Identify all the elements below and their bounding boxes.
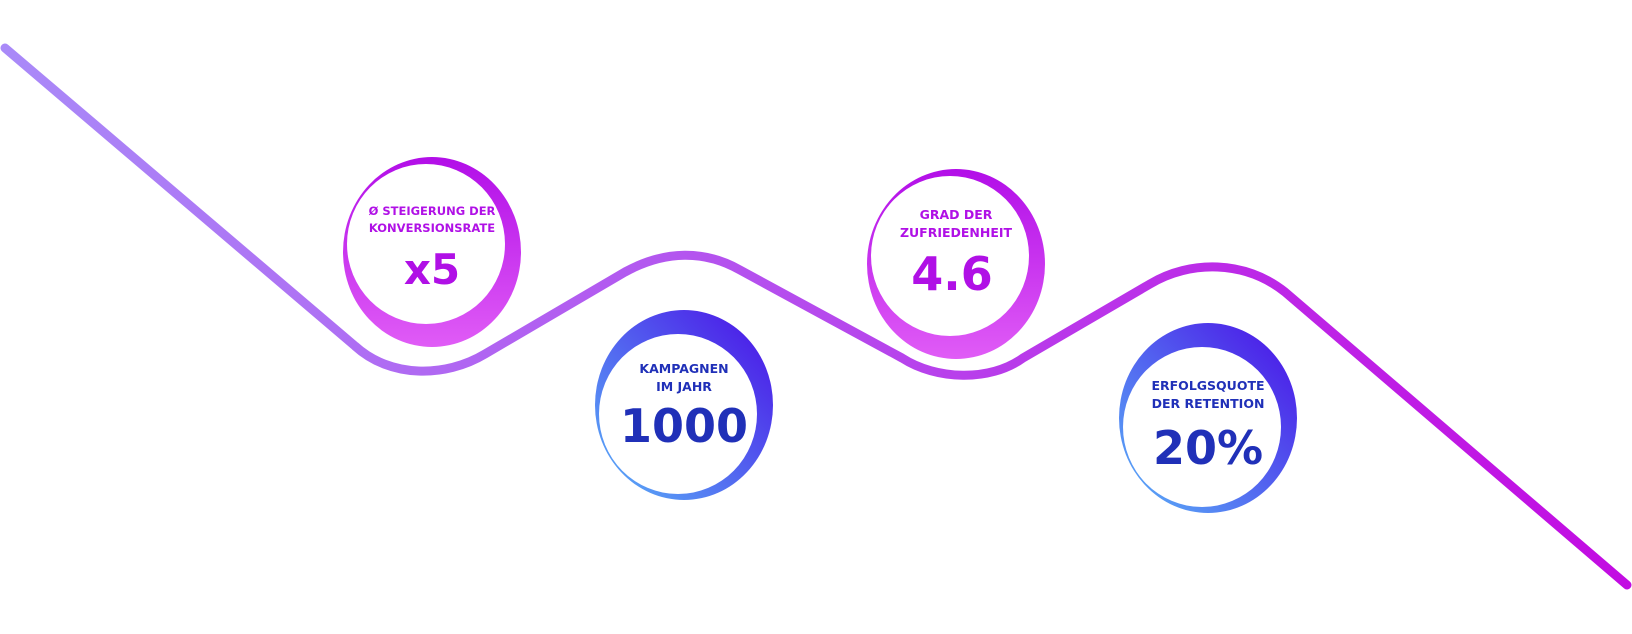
stat-label-line1: ERFOLGSQUOTE	[1151, 378, 1264, 393]
stat-label-line1: Ø STEIGERUNG DER	[369, 204, 496, 218]
stat-label-line1: KAMPAGNEN	[639, 361, 728, 376]
stat-ring-inner	[871, 176, 1029, 336]
stat-value: 20%	[1153, 421, 1263, 475]
stat-label-line2: KONVERSIONSRATE	[369, 221, 495, 235]
stat-value: x5	[404, 245, 460, 294]
stat-label-line2: IM JAHR	[656, 379, 712, 394]
stat-label-line2: DER RETENTION	[1152, 396, 1265, 411]
stat-ring-inner	[599, 334, 757, 494]
stat-value: 1000	[620, 399, 748, 453]
stat-card-retention: ERFOLGSQUOTE DER RETENTION 20%	[1119, 323, 1297, 513]
stat-card-campaigns: KAMPAGNEN IM JAHR 1000	[595, 310, 773, 500]
stat-label-line1: GRAD DER	[920, 207, 993, 222]
wave-line	[0, 43, 1632, 590]
stat-value: 4.6	[911, 247, 993, 301]
stat-ring-inner	[347, 164, 505, 324]
stat-label-line2: ZUFRIEDENHEIT	[900, 225, 1013, 240]
stat-ring-inner	[1123, 347, 1281, 507]
stat-card-satisfaction: GRAD DER ZUFRIEDENHEIT 4.6	[867, 169, 1045, 359]
stat-card-conversion: Ø STEIGERUNG DER KONVERSIONSRATE x5	[343, 157, 521, 347]
